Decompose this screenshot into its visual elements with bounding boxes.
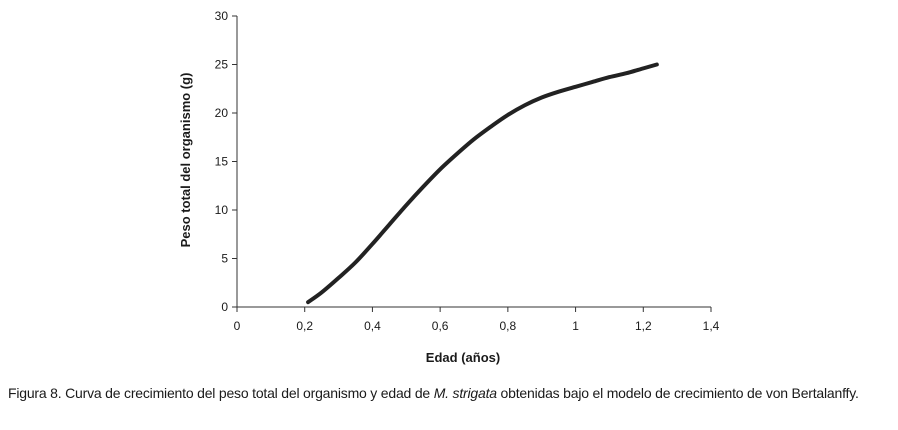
x-tick-label: 1,2 — [635, 319, 652, 333]
y-tick-label: 10 — [215, 203, 229, 217]
series-layer — [306, 62, 659, 305]
growth-curve-line — [306, 62, 659, 305]
x-tick-label: 0,8 — [500, 319, 517, 333]
x-tick-label: 0,2 — [296, 319, 313, 333]
x-tick-label: 1,4 — [703, 319, 720, 333]
x-tick-label: 0 — [234, 319, 241, 333]
ticks: 0 5 10 15 20 25 30 0 0,2 0,4 0,6 0,8 1 1,2 1,4 — [215, 9, 720, 333]
y-tick-label: 25 — [215, 58, 229, 72]
y-tick-label: 30 — [215, 9, 229, 23]
growth-curve-chart: 0 5 10 15 20 25 30 0 0,2 0,4 0,6 0,8 1 1,2 1,4 Peso to… — [178, 9, 720, 365]
y-tick-label: 15 — [215, 155, 229, 169]
x-axis-title: Edad (años) — [426, 350, 500, 365]
x-tick-label: 0,6 — [432, 319, 449, 333]
caption-suffix: obtenidas bajo el modelo de crecimiento … — [496, 385, 859, 401]
y-tick-label: 20 — [215, 106, 229, 120]
axes — [236, 16, 711, 308]
caption-species: M. strigata — [433, 385, 497, 401]
caption-prefix: Figura 8. Curva de crecimiento del peso … — [8, 385, 434, 401]
x-tick-label: 1 — [572, 319, 579, 333]
y-tick-label: 5 — [221, 252, 228, 266]
figure-caption: Figura 8. Curva de crecimiento del peso … — [8, 384, 892, 402]
x-tick-label: 0,4 — [364, 319, 381, 333]
y-tick-label: 0 — [221, 300, 228, 314]
y-axis-title: Peso total del organismo (g) — [178, 73, 193, 248]
